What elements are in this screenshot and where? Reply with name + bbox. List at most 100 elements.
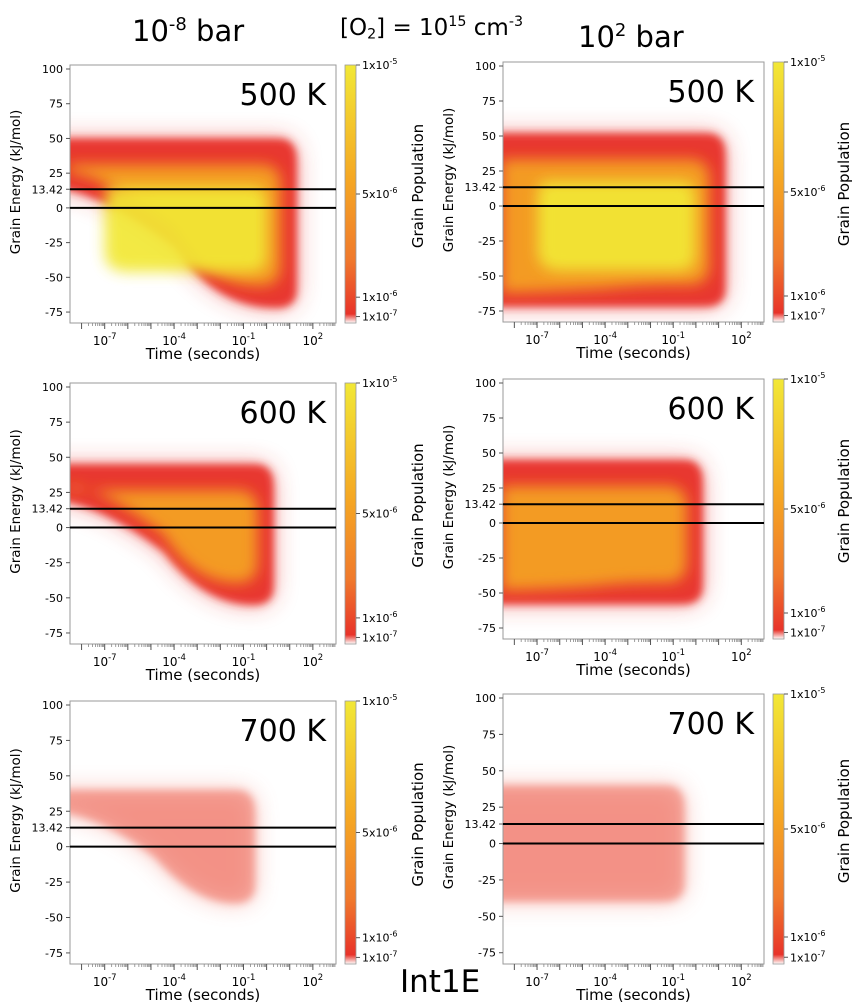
x-tick-label: 10-4 <box>593 648 617 664</box>
y-tick-label: 13.42 <box>32 822 64 835</box>
temperature-label: 500 K <box>668 75 756 110</box>
y-tick-label: -50 <box>45 912 63 925</box>
x-axis-label: Time (seconds) <box>145 345 261 363</box>
y-tick-label: 100 <box>475 60 496 73</box>
temperature-label: 700 K <box>668 707 756 742</box>
population-core <box>70 485 258 583</box>
y-tick-label: 25 <box>49 486 63 499</box>
x-tick-label: 102 <box>731 973 752 989</box>
y-tick-label: -75 <box>478 947 496 960</box>
y-axis-label: Grain Energy (kJ/mol) <box>8 110 24 254</box>
y-tick-label: 13.42 <box>465 181 497 194</box>
colorbar-tick-label: 1x10-7 <box>790 949 826 964</box>
colorbar-tick-label: 1x10-5 <box>362 375 398 390</box>
colorbar-tick-label: 5x10-6 <box>362 186 398 201</box>
y-tick-label: 50 <box>49 770 63 783</box>
x-tick-label: 102 <box>731 331 752 347</box>
plot-frame <box>502 693 765 965</box>
x-tick-label: 10-4 <box>593 973 617 989</box>
colorbar-tick-label: 5x10-6 <box>790 501 826 516</box>
y-tick-label: -50 <box>478 910 496 923</box>
colorbar-tick-label: 1x10-7 <box>790 625 826 640</box>
y-tick-label: -50 <box>478 270 496 283</box>
x-tick-label: 10-4 <box>162 973 186 989</box>
x-axis-label: Time (seconds) <box>145 666 261 684</box>
panel-3: 100 75 50 25 13.42 0 -25 -50 -75 10-7 10-4 10-1 102 T… <box>8 375 427 684</box>
y-axis-label: Grain Energy (kJ/mol) <box>8 748 24 892</box>
y-tick-label: -25 <box>478 874 496 887</box>
colorbar-label: Grain Population <box>409 443 427 567</box>
colorbar-label: Grain Population <box>409 124 427 248</box>
y-tick-label: -25 <box>478 552 496 565</box>
panel-1: 100 75 50 25 13.42 0 -25 -50 -75 10-7 10-4 10-1 102 T… <box>8 57 427 363</box>
colorbar-tick-label: 1x10-6 <box>362 610 398 625</box>
y-tick-label: 50 <box>482 130 496 143</box>
x-tick-label: 102 <box>731 648 752 664</box>
colorbar <box>772 61 785 323</box>
heatmap-4 <box>503 460 703 605</box>
population-core <box>503 486 687 591</box>
header-high-pressure: 102 bar <box>578 20 684 55</box>
colorbar-tick-label: 1x10-6 <box>790 605 826 620</box>
y-tick-label: 0 <box>489 517 496 530</box>
heatmap-1 <box>70 138 297 308</box>
plot-frame <box>69 64 337 324</box>
y-tick-label: 25 <box>49 167 63 180</box>
colorbar <box>344 64 357 324</box>
y-tick-label: 100 <box>475 377 496 390</box>
colorbar-tick-label: 1x10-7 <box>790 308 826 323</box>
colorbar-label: Grain Population <box>835 759 853 883</box>
y-tick-label: 0 <box>56 522 63 535</box>
y-tick-label: 75 <box>49 98 63 111</box>
y-axis-label: Grain Energy (kJ/mol) <box>441 108 457 252</box>
x-tick-label: 10-7 <box>93 973 117 989</box>
temperature-label: 500 K <box>240 78 328 113</box>
y-tick-label: 25 <box>49 805 63 818</box>
y-tick-label: 75 <box>482 412 496 425</box>
y-tick-label: 100 <box>42 63 63 76</box>
colorbar <box>344 382 357 645</box>
header-oxygen-concentration: [O2] = 1015 cm-3 <box>340 14 524 43</box>
x-tick-label: 10-7 <box>525 648 549 664</box>
x-tick-label: 10-1 <box>661 648 685 664</box>
panel-5: 100 75 50 25 13.42 0 -25 -50 -75 10-7 10-4 10-1 102 T… <box>8 693 427 1004</box>
y-tick-label: 75 <box>49 734 63 747</box>
x-tick-label: 10-7 <box>525 331 549 347</box>
panel-4: 100 75 50 25 13.42 0 -25 -50 -75 10-7 10-4 10-1 102 T… <box>441 371 853 679</box>
y-tick-label: 13.42 <box>32 503 64 516</box>
plot-frame <box>502 61 765 323</box>
figure-label: Int1E <box>400 964 481 1000</box>
panel-6: 100 75 50 25 13.42 0 -25 -50 -75 10-7 10-4 10-1 102 T… <box>441 686 853 1004</box>
y-tick-label: -75 <box>478 622 496 635</box>
colorbar-tick-label: 1x10-7 <box>362 309 398 324</box>
y-tick-label: -50 <box>45 271 63 284</box>
colorbar <box>772 378 785 640</box>
colorbar-label: Grain Population <box>835 122 853 246</box>
x-tick-label: 10-1 <box>232 973 256 989</box>
temperature-label: 600 K <box>240 396 328 431</box>
x-axis-label: Time (seconds) <box>575 661 691 679</box>
colorbar-tick-label: 1x10-7 <box>362 949 398 964</box>
x-tick-label: 10-1 <box>661 973 685 989</box>
y-tick-label: 50 <box>49 451 63 464</box>
x-tick-label: 10-4 <box>593 331 617 347</box>
x-tick-label: 102 <box>303 653 324 669</box>
x-tick-label: 102 <box>303 973 324 989</box>
y-tick-label: 0 <box>489 838 496 851</box>
colorbar-tick-label: 5x10-6 <box>362 825 398 840</box>
x-tick-label: 10-1 <box>661 331 685 347</box>
y-tick-label: 50 <box>482 765 496 778</box>
temperature-label: 700 K <box>240 714 328 749</box>
x-tick-label: 10-1 <box>232 332 256 348</box>
y-tick-label: 0 <box>56 202 63 215</box>
colorbar-tick-label: 5x10-6 <box>362 506 398 521</box>
y-axis-label: Grain Energy (kJ/mol) <box>441 745 457 889</box>
y-tick-label: 100 <box>42 381 63 394</box>
panel-2: 100 75 50 25 13.42 0 -25 -50 -75 10-7 10-4 10-1 102 T… <box>441 54 853 362</box>
x-tick-label: 10-7 <box>93 332 117 348</box>
y-tick-label: -25 <box>45 237 63 250</box>
x-tick-label: 10-4 <box>162 332 186 348</box>
y-tick-label: 13.42 <box>465 498 497 511</box>
population-peak <box>537 181 696 271</box>
y-tick-label: 100 <box>42 699 63 712</box>
